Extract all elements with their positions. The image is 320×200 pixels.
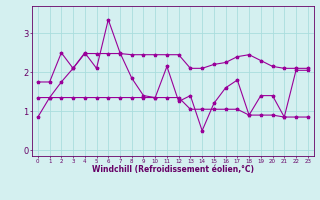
X-axis label: Windchill (Refroidissement éolien,°C): Windchill (Refroidissement éolien,°C)	[92, 165, 254, 174]
